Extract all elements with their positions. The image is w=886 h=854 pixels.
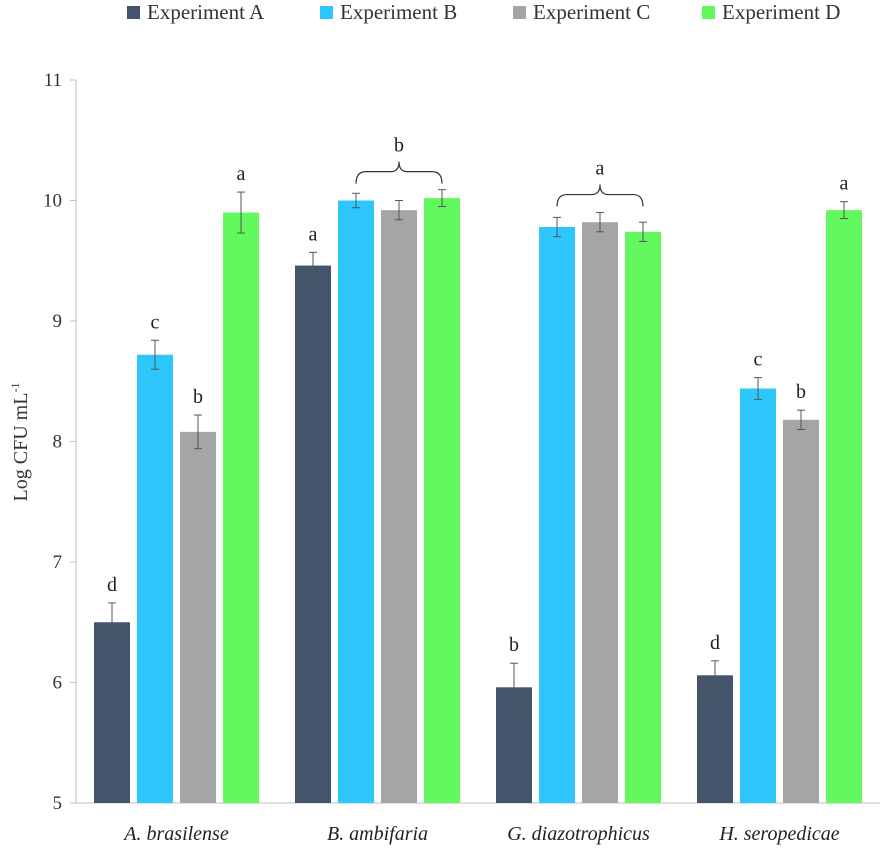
y-axis-title: Log CFU mL-1 <box>8 383 32 502</box>
bar <box>180 431 216 803</box>
bar <box>783 419 819 803</box>
significance-letter: d <box>107 574 117 596</box>
bar <box>223 212 259 804</box>
bar <box>740 388 776 803</box>
y-tick-label: 11 <box>44 70 62 91</box>
x-axis: A. brasilense B. ambifaria G. diazotrophic… <box>76 802 880 845</box>
legend-label: Experiment C <box>533 0 650 24</box>
y-tick-label: 5 <box>53 793 63 814</box>
group-bracket <box>355 161 443 184</box>
bar <box>826 210 862 803</box>
x-category-label: B. ambifaria <box>327 823 428 845</box>
y-axis-title-superscript: -1 <box>8 383 22 393</box>
bar <box>295 265 331 803</box>
bar <box>338 200 374 803</box>
significance-letter: c <box>151 311 160 333</box>
legend-label: Experiment D <box>722 0 840 24</box>
legend-swatch <box>127 6 140 19</box>
legend: Experiment A Experiment B Experiment C Expe… <box>127 0 840 24</box>
legend-swatch <box>513 6 526 19</box>
legend-label: Experiment A <box>147 0 265 24</box>
y-tick-label: 6 <box>53 673 63 694</box>
significance-letter: a <box>237 163 246 185</box>
group-bracket-letter: a <box>596 158 605 180</box>
y-axis-title-main: Log CFU mL <box>10 393 32 502</box>
y-tick-label: 8 <box>53 432 63 453</box>
bar <box>94 622 130 803</box>
bar <box>137 354 173 803</box>
bar <box>625 231 661 803</box>
x-category-label: A. brasilense <box>122 823 229 845</box>
x-category-label: H. seropedicae <box>718 823 839 845</box>
legend-swatch <box>320 6 333 19</box>
x-category-label: G. diazotrophicus <box>507 823 650 845</box>
significance-letter: d <box>710 632 720 654</box>
bar <box>582 222 618 803</box>
legend-swatch <box>702 6 715 19</box>
y-tick-label: 9 <box>53 311 63 332</box>
group-bracket-letter: b <box>394 135 404 157</box>
significance-letter: b <box>509 634 519 656</box>
y-axis: 5 6 7 8 9 10 11 Log CFU mL-1 <box>8 70 77 814</box>
significance-letter: a <box>309 223 318 245</box>
y-tick-label: 7 <box>53 552 63 573</box>
annotations-layer: d c b a a b d c b a b a <box>107 135 849 657</box>
bars-layer <box>94 189 862 804</box>
group-bracket <box>556 184 644 207</box>
bar <box>697 675 733 803</box>
y-tick-label: 10 <box>43 191 62 212</box>
significance-letter: b <box>193 386 203 408</box>
significance-letter: b <box>796 381 806 403</box>
significance-letter: c <box>754 349 763 371</box>
bar <box>424 198 460 804</box>
legend-label: Experiment B <box>340 0 457 24</box>
bar <box>381 210 417 803</box>
significance-letter: a <box>840 173 849 195</box>
bar <box>539 227 575 803</box>
